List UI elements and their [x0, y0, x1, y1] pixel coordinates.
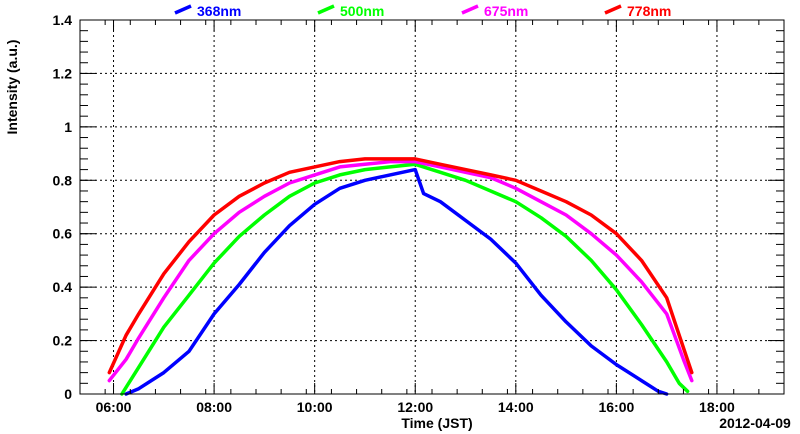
legend-label-500nm: 500nm — [340, 3, 384, 19]
series-line-368nm — [124, 167, 669, 396]
x-tick-label: 12:00 — [397, 399, 433, 415]
x-tick-label: 10:00 — [297, 399, 333, 415]
legend-swatch-500nm — [317, 4, 335, 15]
y-tick-label: 0 — [64, 386, 72, 402]
x-tick-label: 06:00 — [96, 399, 132, 415]
x-tick-label: 16:00 — [598, 399, 634, 415]
y-axis-title: Intensity (a.u.) — [4, 40, 20, 135]
y-tick-label: 1 — [64, 119, 72, 135]
axis-ticks — [79, 19, 785, 395]
legend-swatch-675nm — [461, 4, 479, 15]
x-tick-label: 14:00 — [498, 399, 534, 415]
series-line-500nm — [120, 162, 690, 396]
y-tick-label: 0.8 — [53, 172, 73, 188]
legend-label-368nm: 368nm — [197, 3, 241, 19]
legend-swatch-368nm — [174, 4, 192, 15]
date-label: 2012-04-09 — [719, 415, 791, 431]
legend-swatch-778nm — [604, 4, 622, 15]
series-line-675nm — [107, 159, 694, 383]
legend-label-778nm: 778nm — [627, 3, 671, 19]
x-axis-title: Time (JST) — [401, 415, 472, 431]
legend-label-675nm: 675nm — [484, 3, 528, 19]
tick-labels: 06:00 08:00 10:00 12:00 14:00 16:00 18:00 0 0.2 0… — [53, 12, 736, 415]
series-layer — [107, 157, 694, 396]
y-tick-label: 0.4 — [53, 279, 73, 295]
x-tick-label: 18:00 — [699, 399, 735, 415]
series-line-778nm — [107, 157, 694, 375]
legend: 368nm 500nm 675nm 778nm — [174, 3, 671, 19]
y-tick-label: 0.6 — [53, 226, 73, 242]
y-tick-label: 1.4 — [53, 12, 73, 28]
y-tick-label: 0.2 — [53, 333, 73, 349]
grid — [80, 20, 784, 394]
y-tick-label: 1.2 — [53, 65, 73, 81]
x-tick-label: 08:00 — [196, 399, 232, 415]
